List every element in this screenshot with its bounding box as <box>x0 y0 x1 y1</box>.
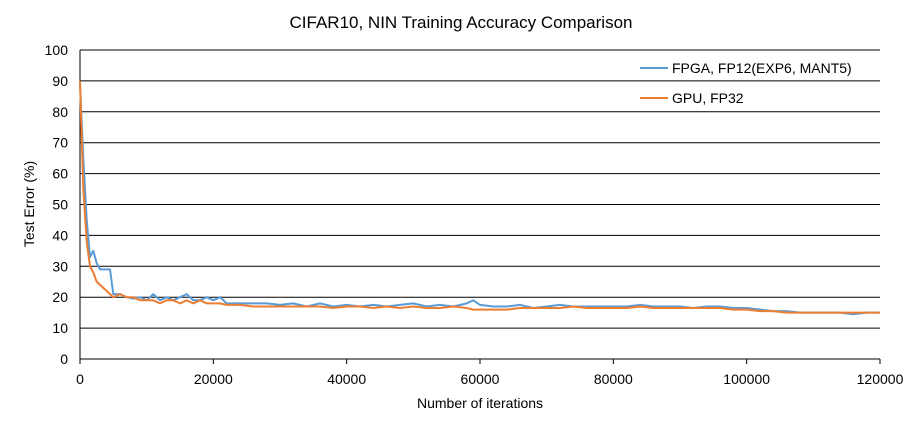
y-axis-label: Test Error (%) <box>21 161 37 247</box>
x-tick-label: 40000 <box>327 371 366 387</box>
y-tick-label: 40 <box>52 227 68 243</box>
series-lines <box>79 80 880 316</box>
y-tick-label: 50 <box>52 197 68 213</box>
y-axis-ticks: 0 10 20 30 40 50 60 70 80 90 100 <box>45 42 69 367</box>
y-tick-label: 30 <box>52 258 68 274</box>
grid-lines <box>79 49 880 360</box>
legend: FPGA, FP12(EXP6, MANT5) GPU, FP32 <box>640 60 852 106</box>
x-tick-label: 20000 <box>194 371 233 387</box>
y-tick-label: 100 <box>45 42 69 58</box>
legend-label-fpga: FPGA, FP12(EXP6, MANT5) <box>672 60 852 76</box>
x-tick-label: 120000 <box>857 371 904 387</box>
x-tick-label: 60000 <box>461 371 500 387</box>
series-line-fpga <box>79 83 880 316</box>
x-axis-ticks: 0 20000 40000 60000 80000 100000 120000 <box>76 359 904 387</box>
y-tick-label: 80 <box>52 104 68 120</box>
y-tick-label: 0 <box>60 351 68 367</box>
series-line-gpu <box>79 80 880 314</box>
y-tick-label: 90 <box>52 73 68 89</box>
y-tick-label: 10 <box>52 320 68 336</box>
y-tick-label: 70 <box>52 135 68 151</box>
x-tick-label: 80000 <box>594 371 633 387</box>
legend-label-gpu: GPU, FP32 <box>672 90 744 106</box>
x-tick-label: 100000 <box>723 371 770 387</box>
x-axis-label: Number of iterations <box>417 395 543 411</box>
y-tick-label: 20 <box>52 289 68 305</box>
y-tick-label: 60 <box>52 166 68 182</box>
chart-title: CIFAR10, NIN Training Accuracy Compariso… <box>290 13 633 32</box>
x-tick-label: 0 <box>76 371 84 387</box>
